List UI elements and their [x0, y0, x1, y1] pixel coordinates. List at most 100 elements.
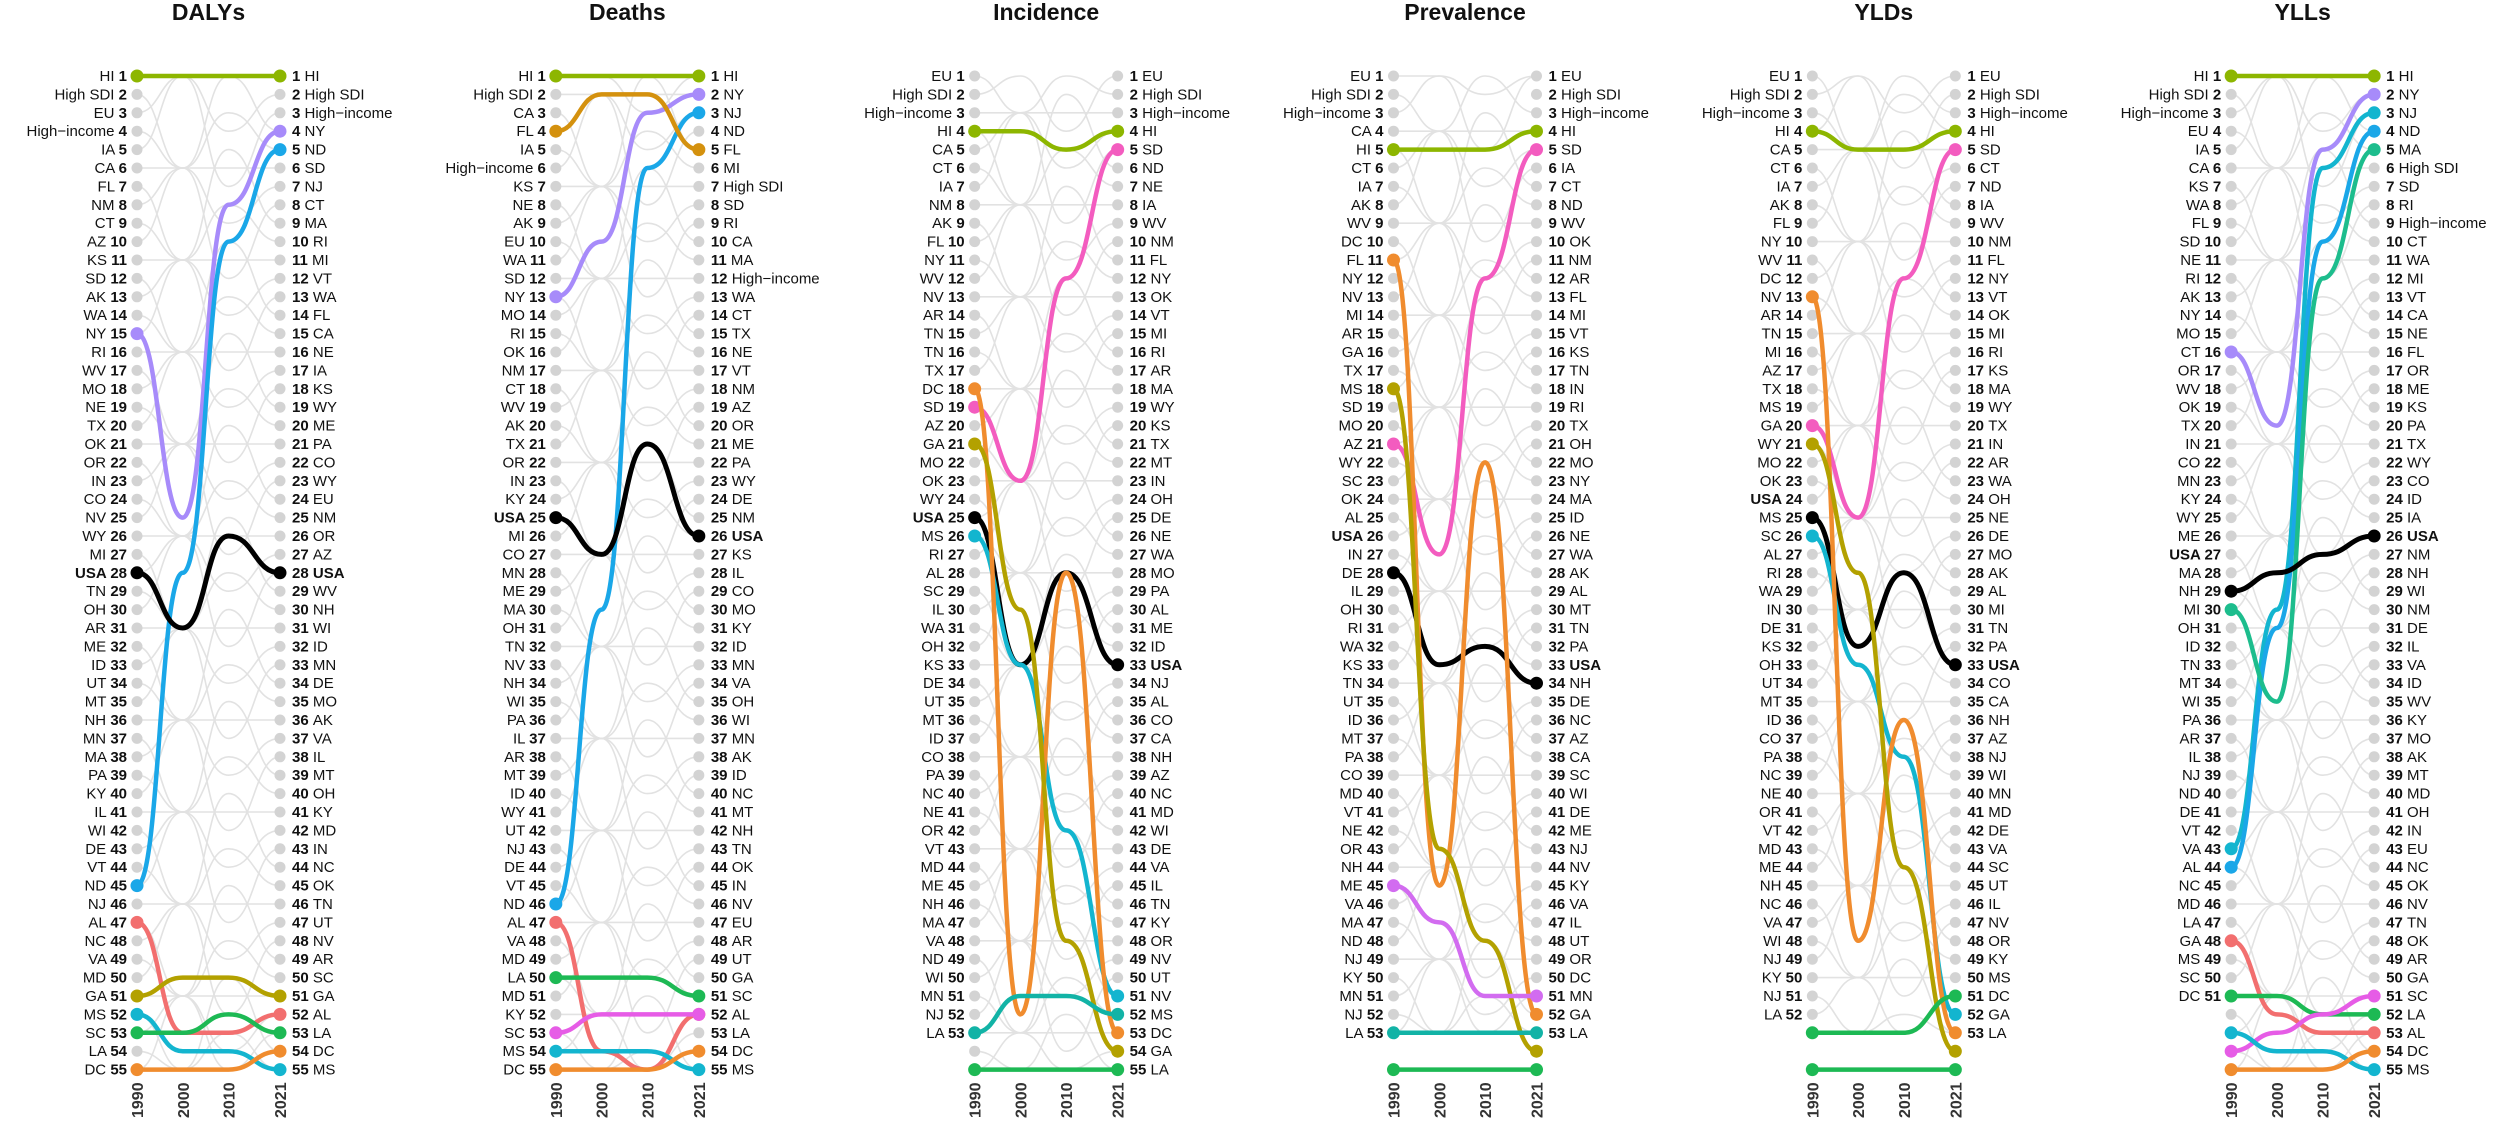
state-name: NH: [313, 602, 335, 619]
rank-number: 27: [1967, 546, 1988, 563]
rank-dot-left: [2225, 714, 2237, 726]
rank-number: 8: [1967, 197, 1980, 214]
state-name: MA: [1151, 381, 1174, 398]
left-tick-label: MA 28: [2179, 565, 2222, 582]
state-name: OK: [1760, 473, 1786, 490]
series-start-dot: [968, 124, 982, 138]
state-name: GA: [1569, 1006, 1591, 1023]
rank-number: 27: [2204, 546, 2221, 563]
rank-dot-left: [550, 953, 562, 965]
rank-number: 9: [1130, 215, 1143, 232]
state-name: CA: [1569, 749, 1590, 766]
right-tick-label: 19 RI: [1549, 399, 1585, 416]
state-name: MA: [922, 914, 948, 931]
rank-dot-left: [131, 861, 143, 873]
rank-dot-right: [1949, 622, 1961, 634]
rank-dot-left: [1806, 751, 1818, 763]
state-name: WI: [507, 694, 530, 711]
rank-number: 26: [529, 528, 546, 545]
rank-number: 22: [1367, 454, 1384, 471]
state-name: KY: [1569, 878, 1589, 895]
rank-number: 35: [711, 694, 732, 711]
right-tick-label: 53 LA: [292, 1025, 331, 1042]
background-track: [2231, 259, 2375, 372]
rank-dot-right: [274, 622, 286, 634]
rank-number: 38: [1967, 749, 1988, 766]
rank-dot-right: [2368, 898, 2380, 910]
left-tick-label: WI 35: [2182, 694, 2221, 711]
rank-number: 51: [292, 988, 313, 1005]
state-name: MS: [1988, 970, 2011, 987]
left-tick-label: ND 40: [2179, 786, 2222, 803]
right-tick-label: 46 NV: [711, 896, 753, 913]
rank-dot-left: [1806, 217, 1818, 229]
state-name: CT: [1561, 178, 1581, 195]
rank-dot-left: [2225, 383, 2237, 395]
right-tick-label: 2 NY: [2386, 86, 2419, 103]
rank-number: 48: [292, 933, 313, 950]
background-track: [2231, 663, 2375, 721]
series-start-dot: [549, 897, 563, 911]
rank-number: 17: [711, 362, 732, 379]
right-tick-label: 30 MI: [1967, 602, 2005, 619]
rank-dot-left: [550, 990, 562, 1002]
state-name: OR: [732, 418, 755, 435]
rank-dot-left: [550, 732, 562, 744]
state-name: UT: [1988, 878, 2008, 895]
rank-number: 49: [948, 951, 965, 968]
rank-number: 20: [711, 418, 732, 435]
rank-number: 18: [948, 381, 965, 398]
rank-number: 48: [2204, 933, 2221, 950]
state-name: ME: [732, 436, 755, 453]
left-tick-label: FL 4: [516, 123, 546, 140]
state-name: RI: [1988, 344, 2003, 361]
rank-number: 49: [1367, 951, 1384, 968]
rank-number: 8: [956, 197, 964, 214]
series-start-dot: [130, 566, 144, 580]
rank-number: 3: [119, 105, 127, 122]
state-name: EU: [94, 105, 119, 122]
rank-dot-left: [550, 328, 562, 340]
left-tick-label: PA 36: [507, 712, 546, 729]
state-name: ME: [502, 583, 529, 600]
left-tick-label: MI 16: [1765, 344, 1803, 361]
background-track: [974, 479, 1118, 593]
series-start-dot: [968, 1026, 982, 1040]
rank-dot-right: [693, 659, 705, 671]
state-name: TN: [1569, 620, 1589, 637]
rank-number: 22: [1549, 454, 1570, 471]
rank-number: 37: [1549, 730, 1570, 747]
rank-dot-right: [1531, 309, 1542, 321]
rank-dot-right: [1949, 272, 1961, 284]
state-name: NC: [922, 786, 948, 803]
rank-number: 43: [711, 841, 732, 858]
rank-number: 14: [1967, 307, 1988, 324]
rank-number: 8: [537, 197, 545, 214]
left-tick-label: HI 4: [937, 123, 965, 140]
rank-number: 7: [292, 178, 305, 195]
state-name: NJ: [1763, 988, 1786, 1005]
rank-number: 52: [711, 1006, 732, 1023]
rank-number: 30: [110, 602, 127, 619]
rank-dot-right: [1112, 291, 1124, 303]
background-track: [555, 553, 699, 611]
rank-dot-right: [2368, 953, 2380, 965]
right-tick-label: 34 VA: [711, 675, 751, 692]
background-track: [1812, 75, 1956, 169]
state-name: MN: [1339, 988, 1367, 1005]
left-tick-label: NY 11: [924, 252, 965, 269]
rank-number: 41: [1967, 804, 1988, 821]
rank-dot-right: [693, 199, 705, 211]
state-name: NC: [732, 786, 754, 803]
background-track: [555, 1013, 699, 1071]
state-name: USA: [1332, 528, 1367, 545]
rank-number: 3: [2213, 105, 2221, 122]
rank-number: 6: [537, 160, 545, 177]
rank-number: 34: [1967, 675, 1988, 692]
rank-number: 42: [1130, 822, 1151, 839]
rank-number: 1: [2213, 68, 2221, 85]
state-name: NH: [1988, 712, 2010, 729]
rank-dot-right: [2368, 640, 2380, 652]
rank-dot-right: [1112, 217, 1124, 229]
rank-number: 52: [1549, 1006, 1570, 1023]
